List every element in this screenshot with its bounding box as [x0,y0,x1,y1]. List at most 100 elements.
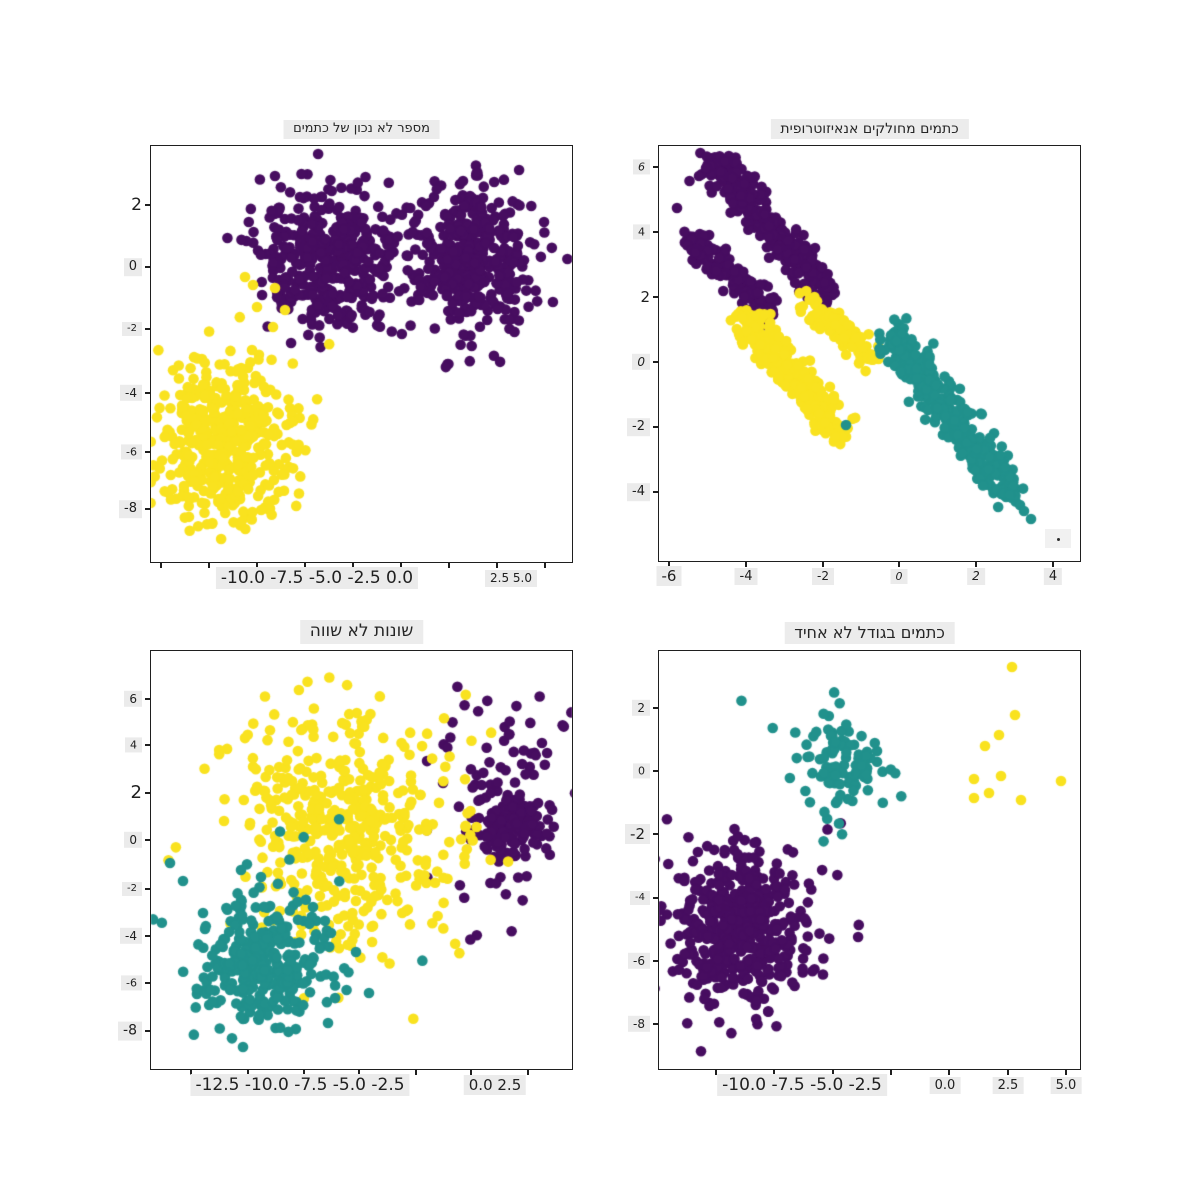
x-tick-mark [352,562,354,568]
y-tick-label: -8 [119,500,142,518]
y-tick-label: -6 [628,952,650,970]
y-tick-label: -8 [628,1015,650,1033]
y-tick-label: 6 [633,159,650,175]
y-tick-mark [653,296,659,298]
y-tick-mark [653,1023,659,1025]
x-tick-mark [527,1069,529,1075]
plot-unequal-variance: שונות לא שווה -12.5 -10.0 -7.5 -5.0 -2.5… [118,620,573,1097]
y-tick-mark [145,935,151,937]
y-tick-mark [145,982,151,984]
x-tick-mark [400,562,402,568]
x-tick-label: -12.5 -10.0 -7.5 -5.0 -2.5 [190,1073,410,1097]
y-tick-mark [653,231,659,233]
y-tick-mark [145,451,151,453]
x-tick-mark [1007,1069,1009,1075]
y-tick-label: 6 [124,690,142,708]
plot-title-anisotropic-blobs: כתמים מחולקים אנאיזוטרופית [770,118,969,139]
plot-title-unevenly-sized-blobs: כתמים בגודל לא אחיד [784,621,955,644]
y-tick-label: 0 [124,831,142,849]
x-tick-label: 2.5 5.0 [485,570,537,587]
stray-dot-icon [1057,537,1060,541]
y-tick-mark [145,888,151,890]
y-tick-label: -4 [120,927,142,945]
y-tick-mark [653,426,659,428]
y-tick-mark [145,508,151,510]
y-tick-label: -2 [625,824,650,844]
x-tick-mark [496,562,498,568]
stray-label-artifact [1045,529,1071,548]
x-tick-mark [303,1069,305,1075]
x-tick-mark [247,1069,249,1075]
plot-title-unequal-variance: שונות לא שווה [299,620,424,644]
y-tick-label: -6 [121,975,142,991]
y-tick-mark [145,698,151,700]
x-tick-mark [822,561,824,567]
x-tick-label: -6 [656,566,682,587]
y-tick-label: -6 [121,444,142,460]
y-tick-mark [653,960,659,962]
y-tick-mark [653,897,659,899]
y-tick-label: 0 [633,763,650,779]
x-tick-mark [358,1069,360,1075]
y-tick-mark [145,1030,151,1032]
y-tick-label: -2 [627,418,650,436]
x-tick-label: 2.5 [992,1076,1024,1095]
x-tick-mark [448,562,450,568]
y-tick-mark [145,266,151,268]
y-tick-mark [145,392,151,394]
y-tick-mark [145,792,151,794]
x-tick-mark [544,562,546,568]
plot-title-incorrect-number-of-blobs: מספר לא נכון של כתמים [283,120,440,139]
x-tick-mark [160,562,162,568]
y-tick-label: 2 [131,194,142,215]
y-tick-mark [653,491,659,493]
x-tick-label: 0 [890,569,908,585]
plot-incorrect-number-of-blobs: מספר לא נכון של כתמים -10.0 -7.5 -5.0 -2… [119,120,573,590]
x-tick-mark [773,1069,775,1075]
x-tick-mark [208,562,210,568]
x-tick-label: 0.0 [929,1076,961,1095]
x-tick-mark [470,1069,472,1075]
y-tick-label: 4 [125,737,142,753]
x-tick-mark [975,561,977,567]
x-tick-label: 4 [1043,567,1063,586]
y-tick-label: -2 [122,322,142,336]
y-tick-label: -8 [118,1021,142,1041]
x-tick-mark [304,562,306,568]
y-tick-label: 2 [130,782,142,804]
plot-anisotropic-blobs: כתמים מחולקים אנאיזוטרופית -6 -4 -2 0 2 4 6 4 2 0… [627,118,1081,587]
y-tick-mark [145,839,151,841]
x-tick-mark [832,1069,834,1075]
x-tick-label: 0.0 2.5 [463,1075,527,1096]
y-tick-mark [145,744,151,746]
y-tick-label: -4 [630,891,650,905]
y-tick-label: 2 [640,288,650,306]
y-tick-mark [653,770,659,772]
x-tick-mark [256,562,258,568]
y-tick-mark [653,707,659,709]
x-tick-label: -4 [734,567,758,586]
y-tick-mark [653,166,659,168]
y-tick-label: 2 [632,699,650,717]
y-tick-label: -4 [627,483,650,501]
y-tick-label: 0 [123,258,142,276]
x-tick-label: -10.0 -7.5 -5.0 -2.5 [717,1073,887,1097]
x-tick-label: 2 [967,568,985,585]
x-tick-label: 5.0 [1050,1076,1082,1095]
y-tick-mark [145,328,151,330]
x-tick-mark [745,561,747,567]
x-tick-mark [415,1069,417,1075]
x-tick-mark [898,561,900,567]
y-tick-mark [653,833,659,835]
x-tick-mark [890,1069,892,1075]
x-tick-mark [190,1069,192,1075]
y-tick-mark [145,204,151,206]
y-tick-label: 0 [632,353,650,371]
x-tick-mark [948,1069,950,1075]
x-tick-mark [1065,1069,1067,1075]
y-tick-label: -4 [120,384,142,402]
y-tick-label: 4 [633,224,650,240]
x-tick-mark [668,561,670,567]
